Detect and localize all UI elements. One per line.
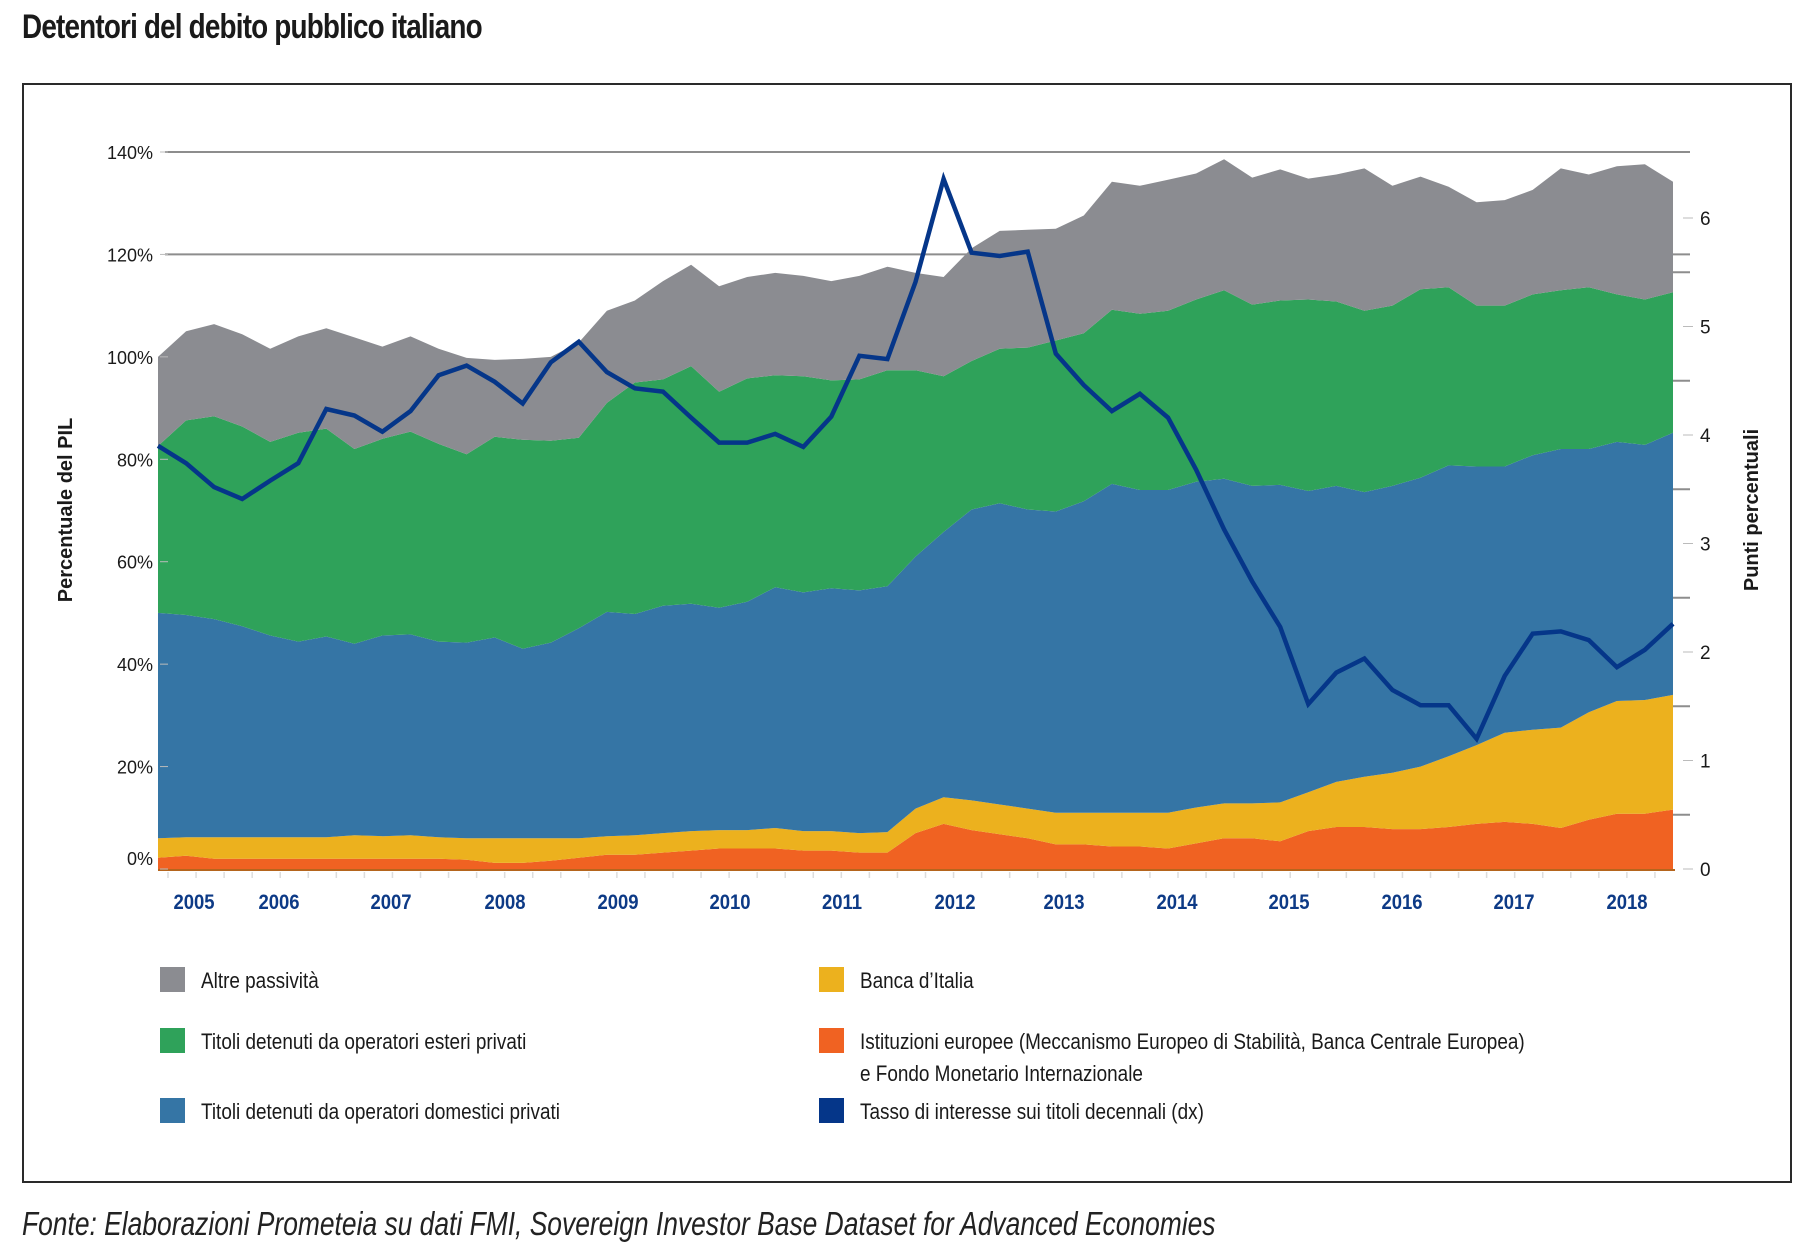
y-axis-label: Percentuale del PIL [55, 418, 77, 603]
x-tick-label: 2013 [1043, 891, 1084, 914]
y2-tick-label: 1 [1700, 752, 1711, 773]
legend-item-est: Titoli detenuti da operatori esteri priv… [160, 1026, 579, 1058]
axes: 0% 20% 40% 60% 80% 100% 120% 140% 0 1 2 3 4 5 6 2005 200… [107, 143, 1711, 914]
x-tick-label: 2010 [709, 891, 750, 914]
legend-item-dom: Titoli detenuti da operatori domestici p… [160, 1096, 618, 1128]
legend-swatch [160, 1028, 185, 1053]
legend-item-eu: Istituzioni europee (Meccanismo Europeo … [819, 1026, 1633, 1090]
legend-label: Banca d’Italia [860, 968, 974, 993]
legend-swatch [819, 967, 844, 992]
x-tick-label: 2007 [370, 891, 411, 914]
legend-item-bdi: Banca d’Italia [819, 965, 992, 997]
area-bdi [158, 694, 1673, 863]
y2-tick-label: 2 [1700, 643, 1711, 664]
y-tick-label: 20% [117, 758, 153, 778]
x-tick-label: 2014 [1156, 891, 1197, 914]
x-tick-label: 2005 [173, 891, 214, 914]
legend-label: Istituzioni europee (Meccanismo Europeo … [860, 1029, 1525, 1086]
source-note: Fonte: Elaborazioni Prometeia su dati FM… [22, 1205, 1216, 1242]
legend-swatch [819, 1028, 844, 1053]
x-tick-label: 2006 [258, 891, 299, 914]
y-tick-label: 0% [127, 849, 153, 869]
x-tick-label: 2015 [1268, 891, 1309, 914]
y2-tick-label: 4 [1700, 426, 1711, 447]
area-est [158, 287, 1673, 649]
y-tick-label: 120% [107, 245, 153, 265]
legend-label: Titoli detenuti da operatori esteri priv… [201, 1029, 527, 1054]
legend-item-alt: Altre passività [160, 965, 338, 997]
y2-tick-label: 3 [1700, 535, 1711, 556]
x-tick-label: 2018 [1606, 891, 1647, 914]
legend-label: Tasso di interesse sui titoli decennali … [860, 1099, 1204, 1124]
area-dom [158, 432, 1673, 839]
y-tick-label: 60% [117, 553, 153, 573]
chart-frame [22, 83, 1792, 1183]
legend-item-rate: Tasso di interesse sui titoli decennali … [819, 1096, 1260, 1128]
legend-swatch [160, 1098, 185, 1123]
y2-tick-label: 0 [1700, 860, 1711, 881]
y2-tick-label: 5 [1700, 318, 1711, 339]
x-tick-label: 2011 [822, 891, 862, 914]
y-tick-label: 80% [117, 450, 153, 470]
legend-swatch [160, 967, 185, 992]
x-tick-label: 2017 [1493, 891, 1534, 914]
x-tick-label: 2012 [934, 891, 975, 914]
rate-line-group [156, 171, 1675, 744]
stacked-areas [158, 159, 1673, 869]
legend-swatch [819, 1098, 844, 1123]
y2-tick-label: 6 [1700, 209, 1711, 230]
y-tick-label: 40% [117, 655, 153, 675]
x-tick-label: 2008 [484, 891, 525, 914]
y-tick-label: 100% [107, 348, 153, 368]
legend-label: Titoli detenuti da operatori domestici p… [201, 1099, 560, 1124]
y2-axis-label: Punti percentuali [1741, 429, 1763, 591]
rate-line [156, 171, 1675, 744]
legend-label: Altre passività [201, 968, 319, 993]
chart-title: Detentori del debito pubblico italiano [22, 8, 483, 46]
area-eu [158, 809, 1673, 869]
x-tick-label: 2016 [1381, 891, 1422, 914]
y-tick-label: 140% [107, 143, 153, 163]
x-tick-label: 2009 [597, 891, 638, 914]
